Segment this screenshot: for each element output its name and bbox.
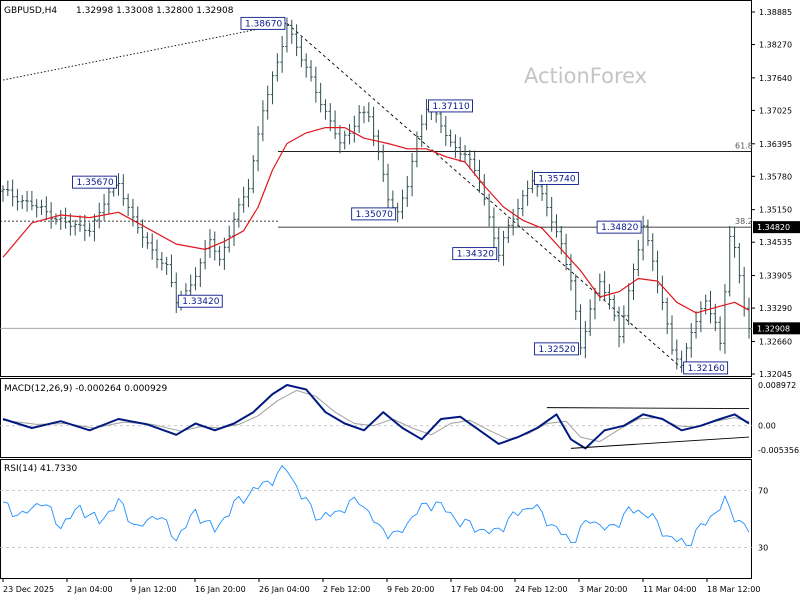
macd-axis-label: 0.00 <box>758 422 776 431</box>
macd-signal-line <box>2 389 750 443</box>
watermark-text: ActionForex <box>524 64 647 88</box>
price-annotation-label: 1.32160 <box>688 364 725 374</box>
macd-axis-label: -0.005356 <box>758 446 799 455</box>
symbol-label: GBPUSD,H4 <box>4 6 57 16</box>
price-axis-label: 1.32045 <box>759 370 792 379</box>
fib-level-label: 61.8 <box>735 141 753 150</box>
current-price-tag <box>753 322 800 335</box>
price-annotation-box <box>351 207 397 221</box>
current-price-label: 1.32908 <box>757 324 790 333</box>
macd-series: 0.008972 0.00 -0.005356 <box>0 381 799 455</box>
price-annotation-box <box>683 361 729 375</box>
time-axis-label: 26 Jan 04:00 <box>259 585 310 594</box>
price-axis-label: 1.34535 <box>759 238 792 247</box>
price-annotation-box <box>428 99 473 113</box>
resistance-price-tag <box>753 221 800 234</box>
price-annotation-label: 1.35740 <box>538 174 575 184</box>
rsi-series: 70 30 <box>0 465 768 553</box>
price-annotation-label: 1.34820 <box>601 223 638 233</box>
price-annotation-label: 1.38670 <box>245 19 282 29</box>
rsi-title: RSI(14) 41.7330 <box>4 464 77 474</box>
price-annotation-label: 1.34320 <box>457 250 494 260</box>
price-axis-label: 1.38885 <box>759 8 792 17</box>
time-axis-label: 3 Mar 20:00 <box>579 585 627 594</box>
price-annotation-box <box>534 342 579 356</box>
resistance-price-label: 1.34820 <box>757 223 790 232</box>
price-axis-label: 1.36395 <box>759 140 792 149</box>
moving-average <box>2 126 750 314</box>
price-axis-label: 1.35780 <box>759 172 792 181</box>
price-annotation-label: 1.35070 <box>356 210 393 220</box>
price-annotation-box <box>533 171 579 185</box>
price-annotation-label: 1.33420 <box>182 297 219 307</box>
ohlc-readout: 1.32998 1.33008 1.32800 1.32908 <box>76 6 234 16</box>
time-axis-label: 18 Mar 12:00 <box>707 585 760 594</box>
time-axis-label: 9 Jan 12:00 <box>131 585 177 594</box>
rsi-axis-label: 70 <box>758 487 768 496</box>
price-panel-frame <box>0 0 752 377</box>
time-axis-label: 2 Feb 12:00 <box>323 585 370 594</box>
price-axis-label: 1.38270 <box>759 41 792 50</box>
macd-trendline <box>546 407 750 409</box>
price-axis-label: 1.32660 <box>759 337 792 346</box>
price-axis-label: 1.35150 <box>759 206 792 215</box>
fib-level-label: 38.2 <box>735 217 753 226</box>
macd-axis-label: 0.008972 <box>758 381 796 390</box>
time-axis-label: 9 Feb 20:00 <box>387 585 434 594</box>
price-annotation-box <box>596 220 642 234</box>
price-axis-label: 1.37640 <box>759 74 792 83</box>
rsi-panel-frame <box>0 459 752 579</box>
time-axis-label: 2 Jan 04:00 <box>67 585 113 594</box>
price-annotation-label: 1.37110 <box>433 102 470 112</box>
macd-title: MACD(12,26,9) -0.000264 0.000929 <box>4 384 167 394</box>
price-annotation-box <box>177 294 223 308</box>
price-axis-label: 1.33905 <box>759 272 792 281</box>
time-axis: 23 Dec 2025 2 Jan 04:00 9 Jan 12:00 16 Jan … <box>2 578 760 594</box>
macd-trendline <box>570 436 750 449</box>
time-axis-label: 16 Jan 20:00 <box>195 585 246 594</box>
price-annotation-label: 1.32520 <box>539 345 576 355</box>
price-trendlines <box>2 22 682 369</box>
rsi-axis-label: 30 <box>758 544 768 553</box>
moving-average-line <box>2 126 750 314</box>
price-axis-label: 1.37025 <box>759 106 792 115</box>
time-axis-label: 23 Dec 2025 <box>3 585 54 594</box>
price-axis: 1.38885 1.38270 1.37640 1.37025 1.36395 1.357… <box>751 8 800 379</box>
price-annotation-label: 1.35670 <box>77 178 114 188</box>
macd-panel-frame <box>0 378 752 458</box>
price-annotations: 1.38670 1.35670 1.37110 1.35070 1.33420 1.343… <box>72 16 729 375</box>
price-annotation-box <box>452 247 498 261</box>
time-axis-label: 17 Feb 04:00 <box>451 585 503 594</box>
price-axis-label: 1.33290 <box>759 304 792 313</box>
time-axis-label: 24 Feb 12:00 <box>515 585 567 594</box>
macd-main-line <box>2 384 750 450</box>
time-axis-label: 11 Mar 04:00 <box>643 585 696 594</box>
price-trendline <box>2 22 288 81</box>
price-levels: 61.8 38.2 <box>0 141 753 329</box>
price-annotation-box <box>240 16 286 30</box>
rsi-line <box>2 465 750 547</box>
price-annotation-box <box>72 175 117 189</box>
